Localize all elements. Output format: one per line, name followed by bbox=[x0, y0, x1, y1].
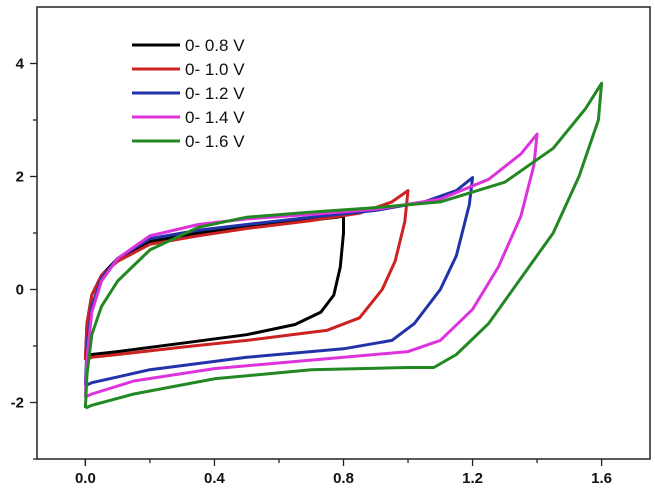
x-tick-label: 1.2 bbox=[462, 470, 483, 487]
y-tick-label: -2 bbox=[11, 395, 24, 412]
legend-label: 0- 1.0 V bbox=[185, 60, 245, 79]
legend-entry: 0- 1.2 V bbox=[132, 84, 245, 103]
legend-entry: 0- 1.4 V bbox=[132, 108, 245, 127]
legend-entry: 0- 1.0 V bbox=[132, 60, 245, 79]
x-tick-label: 0.0 bbox=[75, 470, 96, 487]
y-tick-label: 4 bbox=[16, 56, 25, 73]
legend-entry: 0- 0.8 V bbox=[132, 36, 245, 55]
legend-entry: 0- 1.6 V bbox=[132, 132, 245, 151]
legend-label: 0- 1.6 V bbox=[185, 132, 245, 151]
series-line bbox=[83, 132, 539, 399]
series-line bbox=[83, 81, 604, 410]
y-tick-label: 0 bbox=[16, 282, 24, 299]
legend-label: 0- 1.2 V bbox=[185, 84, 245, 103]
axis-ticks bbox=[30, 62, 603, 466]
y-tick-labels: -2 0 2 4 bbox=[11, 56, 25, 412]
x-tick-label: 1.6 bbox=[591, 470, 612, 487]
x-tick-labels: 0.0 0.4 0.8 1.2 1.6 bbox=[75, 470, 612, 487]
x-tick-label: 0.4 bbox=[204, 470, 226, 487]
series-curves bbox=[83, 81, 604, 410]
legend-label: 0- 0.8 V bbox=[185, 36, 245, 55]
series-line bbox=[83, 214, 345, 362]
legend: 0- 0.8 V 0- 1.0 V 0- 1.2 V 0- 1.4 V 0- 1… bbox=[132, 36, 245, 151]
series-line bbox=[83, 176, 475, 387]
y-tick-label: 2 bbox=[16, 169, 24, 186]
x-tick-label: 0.8 bbox=[333, 470, 354, 487]
legend-label: 0- 1.4 V bbox=[185, 108, 245, 127]
